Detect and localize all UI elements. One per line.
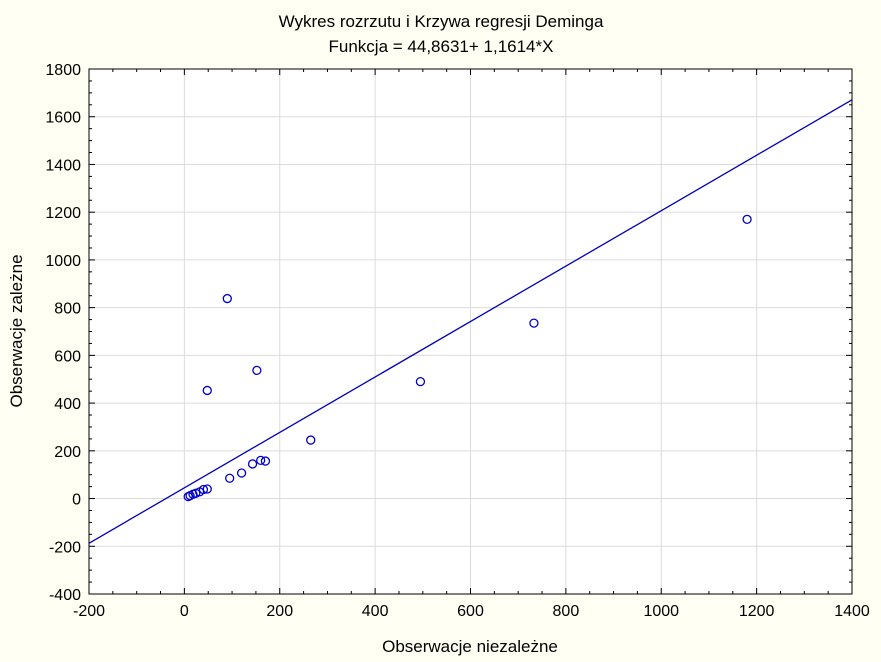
x-tick-label: -200 bbox=[73, 603, 105, 620]
data-point bbox=[252, 365, 262, 376]
y-tick-label: 1400 bbox=[45, 157, 81, 174]
data-point bbox=[260, 456, 271, 466]
y-tick-label: 1800 bbox=[45, 62, 81, 79]
y-tick-label: 1600 bbox=[45, 110, 81, 127]
data-point bbox=[202, 385, 212, 396]
y-tick-label: 600 bbox=[54, 348, 81, 365]
chart-subtitle: Funkcja = 44,8631+ 1,1614*X bbox=[329, 37, 554, 56]
data-point bbox=[198, 484, 209, 495]
regression-line bbox=[88, 99, 853, 544]
data-points bbox=[183, 214, 752, 502]
y-tick-label: 0 bbox=[72, 492, 81, 509]
y-tick-label: 400 bbox=[54, 396, 81, 413]
data-point bbox=[236, 468, 247, 478]
x-axis-label: Obserwacje niezależne bbox=[382, 637, 558, 656]
plot-border bbox=[88, 68, 853, 595]
y-tick-label: 800 bbox=[54, 301, 81, 318]
data-point bbox=[225, 473, 235, 483]
x-tick-label: 200 bbox=[266, 603, 293, 620]
y-tick-label: -400 bbox=[49, 587, 81, 604]
x-tick-label: 400 bbox=[362, 603, 389, 620]
y-tick-label: 1000 bbox=[45, 253, 81, 270]
y-tick-label: 200 bbox=[54, 444, 81, 461]
grid bbox=[89, 69, 852, 594]
x-tick-label: 0 bbox=[180, 603, 189, 620]
x-tick-label: 600 bbox=[457, 603, 484, 620]
data-point bbox=[742, 214, 752, 224]
data-point bbox=[306, 435, 316, 445]
chart-title: Wykres rozrzutu i Krzywa regresji Deming… bbox=[279, 12, 604, 31]
data-point bbox=[529, 318, 539, 328]
data-point bbox=[222, 293, 232, 304]
y-axis-label: Obserwacje zależne bbox=[7, 254, 26, 407]
y-tick-label: -200 bbox=[49, 539, 81, 556]
x-tick-label: 1400 bbox=[834, 603, 870, 620]
x-tick-label: 800 bbox=[553, 603, 580, 620]
x-tick-labels: -200 0 200 400 600 800 1000 1200 1400 bbox=[73, 603, 870, 620]
x-tick-label: 1200 bbox=[739, 603, 775, 620]
x-tick-label: 1000 bbox=[643, 603, 679, 620]
data-point bbox=[202, 484, 212, 494]
data-point bbox=[256, 455, 266, 466]
y-tick-label: 1200 bbox=[45, 205, 81, 222]
data-point bbox=[247, 459, 258, 469]
y-tick-labels: -400 -200 0 200 400 600 800 1000 1200 1400 1600 180… bbox=[45, 62, 81, 604]
data-point bbox=[415, 376, 426, 387]
